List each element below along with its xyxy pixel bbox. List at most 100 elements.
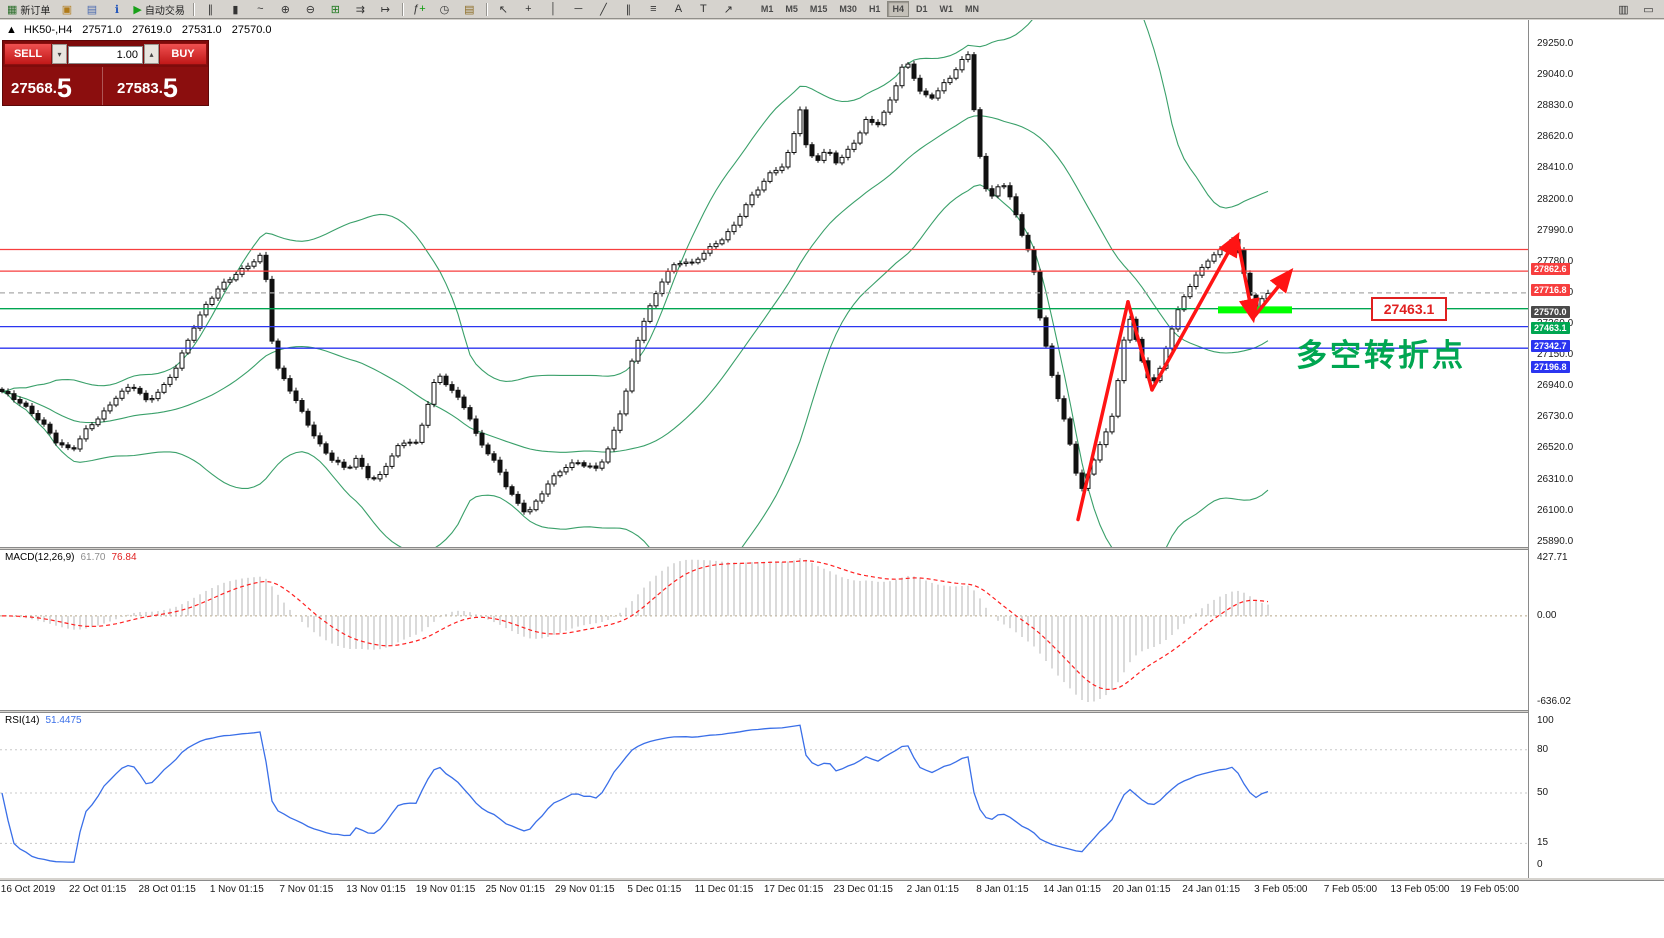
time-axis-label: 17 Dec 01:15 [763,884,824,895]
one-click-trading-panel: SELL ▾ ▴ BUY 27568.5 27583.5 [2,40,209,106]
time-axis-label: 2 Jan 01:15 [906,884,959,895]
time-axis-label: 5 Dec 01:15 [627,884,682,895]
panel-splitter[interactable] [0,547,1664,550]
timeframe-D1[interactable]: D1 [915,4,928,14]
crosshair-tool-button[interactable]: + [517,0,540,18]
channel-button[interactable]: ∥ [617,0,640,18]
rsi-axis-label: 50 [1537,787,1549,798]
auto-scroll-icon: ⇉ [355,3,365,16]
price-axis-label: 26730.0 [1537,411,1574,423]
monitor-button[interactable]: ▥ [1612,0,1635,18]
vertical-line-button[interactable]: │ [542,0,565,18]
volume-input[interactable] [68,46,143,64]
mouse-button[interactable]: ▭ [1637,0,1660,18]
price-axis-label: 27990.0 [1537,224,1574,236]
zoom-out-button[interactable]: ⊖ [299,0,322,18]
time-axis[interactable]: 16 Oct 2019 22 Oct 01:15 28 Oct 01:15 1 Nov… [0,880,1664,938]
trendline-icon: ╱ [600,3,607,16]
time-axis-label: 28 Oct 01:15 [138,884,196,895]
price-axis-label: 28410.0 [1537,162,1574,174]
price-level-badge: 27716.8 [1531,284,1570,297]
ohlc-low: 27531.0 [181,24,222,36]
panel-splitter[interactable] [0,710,1664,713]
timeframe-W1[interactable]: W1 [939,4,953,14]
price-level-badge: 27342.7 [1531,339,1570,352]
profile-button[interactable]: ▤ [80,0,103,18]
vertical-line-icon: │ [549,3,557,15]
arrows-tool-button[interactable]: ↗ [717,0,740,18]
time-axis-label: 8 Jan 01:15 [976,884,1029,895]
current-price-badge: 27570.0 [1531,305,1570,318]
chart-window-button[interactable]: ▣ [55,0,78,18]
ohlc-high: 27619.0 [132,24,172,36]
templates-icon: ▤ [464,3,475,16]
trade-controls-row: SELL ▾ ▴ BUY [3,41,208,67]
rsi-axis-label: 80 [1537,743,1549,755]
macd-name: MACD(12,26,9) [5,552,75,563]
arrows-icon: ↗ [723,3,733,16]
sell-price[interactable]: 27568. 5 [3,67,102,105]
templates-button[interactable]: ▤ [458,0,481,18]
autotrade-button[interactable]: ▶ 自动交易 [133,3,185,17]
timeframe-M15[interactable]: M15 [809,4,828,14]
price-axis-label: 26310.0 [1537,473,1574,485]
price-chart[interactable] [0,20,1528,547]
buy-price[interactable]: 27583. 5 [102,67,208,105]
price-callout-box[interactable]: 27463.1 [1371,297,1447,321]
candlestick-chart-icon: ▮ [232,3,239,16]
buy-button[interactable]: BUY [159,43,207,65]
info-button[interactable]: ℹ [105,0,128,18]
rsi-panel-chart[interactable] [0,713,1528,878]
label-tool-button[interactable]: T [692,0,715,18]
timeframe-MN[interactable]: MN [964,4,979,14]
fibonacci-button[interactable]: ≡ [642,0,665,18]
price-axis-label: 25890.0 [1537,535,1574,547]
indicators-button[interactable]: ƒ+ [408,0,431,18]
text-tool-button[interactable]: A [667,0,690,18]
macd-panel-chart[interactable] [0,550,1528,710]
timeframe-H1[interactable]: H1 [868,4,881,14]
cursor-icon: ↖ [498,3,508,16]
horizontal-line-button[interactable]: ─ [567,0,590,18]
rsi-indicator-label: RSI(14) 51.4475 [5,715,82,726]
cursor-tool-button[interactable]: ↖ [492,0,515,18]
price-axis-label: 26520.0 [1537,442,1574,454]
periods-icon: ◷ [439,3,450,16]
zoom-in-icon: ⊕ [280,3,290,16]
rsi-value: 51.4475 [45,715,82,726]
line-chart-icon: ~ [257,3,264,15]
volume-decrease-button[interactable]: ▾ [52,44,67,64]
auto-scroll-button[interactable]: ⇉ [349,0,372,18]
price-axis-label: 29040.0 [1537,69,1574,81]
price-axis-label: 28200.0 [1537,193,1574,205]
macd-axis-label: -636.02 [1537,696,1571,707]
monitor-icon: ▥ [1618,3,1629,16]
price-axis-label: 27150.0 [1537,349,1574,361]
line-chart-button[interactable]: ~ [249,0,272,18]
timeframe-M1[interactable]: M1 [760,4,774,14]
trendline-button[interactable]: ╱ [592,0,615,18]
macd-signal-value: 76.84 [111,552,137,563]
timeframe-H4[interactable]: H4 [887,1,909,17]
rsi-line [1,724,1269,863]
bar-chart-button[interactable]: ∥ [199,0,222,18]
periods-button[interactable]: ◷ [433,0,456,18]
new-order-button[interactable]: ▦ 新订单 [7,3,51,17]
sell-button[interactable]: SELL [4,43,52,65]
timeframe-M30[interactable]: M30 [839,4,857,14]
zoom-in-button[interactable]: ⊕ [274,0,297,18]
candlestick-chart-button[interactable]: ▮ [224,0,247,18]
tile-windows-button[interactable]: ⊞ [324,0,347,18]
time-axis-label: 7 Feb 05:00 [1323,884,1378,895]
toolbar-separator [485,2,487,16]
macd-value: 61.70 [80,552,106,563]
macd-axis-label: 427.71 [1537,552,1568,563]
timeframe-M5[interactable]: M5 [785,4,798,14]
time-axis-label: 29 Nov 01:15 [555,884,615,895]
time-axis-label: 23 Dec 01:15 [833,884,893,895]
price-axis[interactable]: 29250.0 29040.0 28830.0 28620.0 28410.0 28200… [1528,20,1664,878]
mouse-icon: ▭ [1643,3,1654,16]
chart-shift-button[interactable]: ↦ [374,0,397,18]
macd-indicator-label: MACD(12,26,9) 61.70 76.84 [5,552,137,563]
volume-increase-button[interactable]: ▴ [144,44,159,64]
